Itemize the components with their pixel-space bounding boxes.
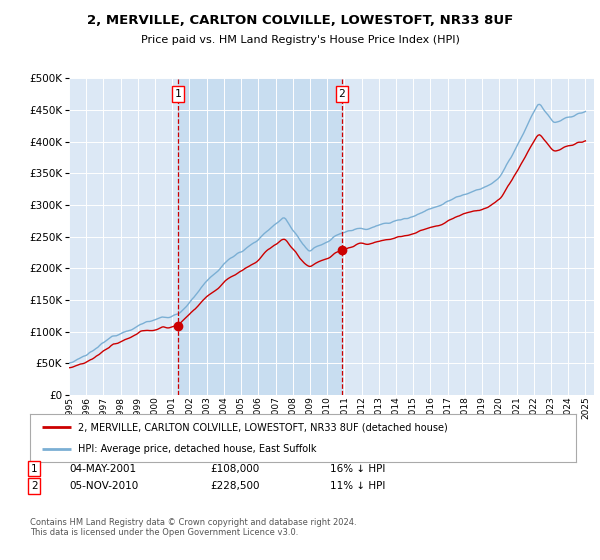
Text: Price paid vs. HM Land Registry's House Price Index (HPI): Price paid vs. HM Land Registry's House …: [140, 35, 460, 45]
Text: 2, MERVILLE, CARLTON COLVILLE, LOWESTOFT, NR33 8UF: 2, MERVILLE, CARLTON COLVILLE, LOWESTOFT…: [87, 14, 513, 27]
Text: 1: 1: [31, 464, 38, 474]
Text: 2, MERVILLE, CARLTON COLVILLE, LOWESTOFT, NR33 8UF (detached house): 2, MERVILLE, CARLTON COLVILLE, LOWESTOFT…: [78, 422, 448, 432]
Text: HPI: Average price, detached house, East Suffolk: HPI: Average price, detached house, East…: [78, 444, 317, 454]
Text: 2: 2: [338, 89, 345, 99]
Text: 05-NOV-2010: 05-NOV-2010: [69, 481, 138, 491]
Text: £228,500: £228,500: [210, 481, 260, 491]
Bar: [178, 78, 341, 395]
Text: £108,000: £108,000: [210, 464, 259, 474]
Text: 04-MAY-2001: 04-MAY-2001: [69, 464, 136, 474]
Text: 2: 2: [31, 481, 38, 491]
Text: 11% ↓ HPI: 11% ↓ HPI: [330, 481, 385, 491]
Text: 16% ↓ HPI: 16% ↓ HPI: [330, 464, 385, 474]
Text: 1: 1: [175, 89, 182, 99]
Text: Contains HM Land Registry data © Crown copyright and database right 2024.
This d: Contains HM Land Registry data © Crown c…: [30, 518, 356, 538]
